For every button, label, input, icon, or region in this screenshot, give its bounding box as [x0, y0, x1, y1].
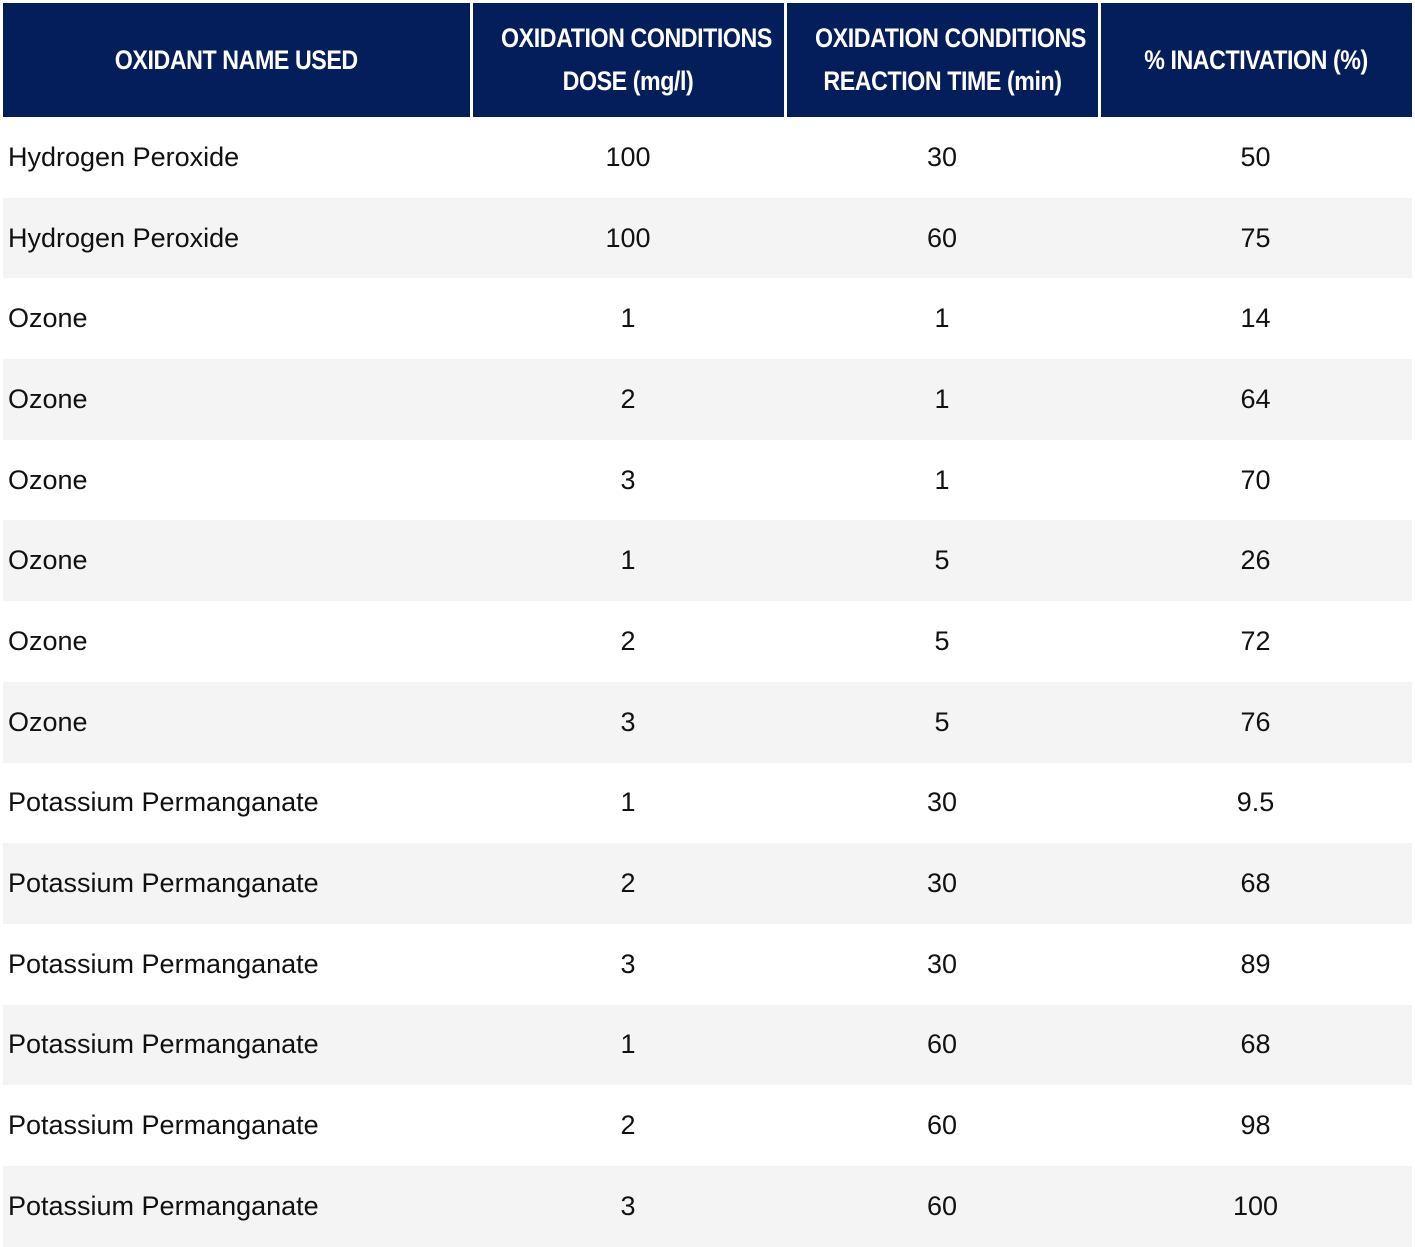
- dose-cell: 3: [471, 439, 785, 521]
- inactivation-cell: 26: [1099, 520, 1412, 602]
- dose-cell: 3: [471, 681, 785, 763]
- table-row: Ozone 2 1 64: [3, 359, 1412, 440]
- reaction-time-cell: 30: [785, 117, 1099, 198]
- table-row: Ozone 2 5 72: [3, 601, 1412, 682]
- oxidant-name-cell: Hydrogen Peroxide: [3, 117, 471, 198]
- reaction-time-cell: 30: [785, 843, 1099, 924]
- table-body: Hydrogen Peroxide 100 30 50 Hydrogen Peroxid…: [3, 117, 1412, 1247]
- oxidant-name-cell: Potassium Permanganate: [3, 1165, 471, 1247]
- table-row: Ozone 1 1 14: [3, 278, 1412, 360]
- inactivation-cell: 14: [1099, 278, 1412, 360]
- header-inactivation: % INACTIVATION (%): [1097, 3, 1412, 117]
- header-dose: OXIDATION CONDITIONS DOSE (mg/l): [469, 3, 785, 117]
- table-row: Potassium Permanganate 1 30 9.5: [3, 762, 1412, 844]
- table-row: Ozone 1 5 26: [3, 520, 1412, 602]
- oxidant-name-cell: Potassium Permanganate: [3, 843, 471, 924]
- dose-cell: 100: [471, 117, 785, 198]
- reaction-time-cell: 60: [785, 1165, 1099, 1247]
- table-row: Potassium Permanganate 2 60 98: [3, 1085, 1412, 1166]
- oxidant-name-cell: Ozone: [3, 439, 471, 521]
- inactivation-cell: 72: [1099, 601, 1412, 682]
- header-inactivation-line-1: % INACTIVATION (%): [1144, 44, 1369, 75]
- reaction-time-cell: 60: [785, 1004, 1099, 1086]
- oxidant-name-cell: Ozone: [3, 278, 471, 360]
- reaction-time-cell: 60: [785, 1085, 1099, 1166]
- dose-cell: 1: [471, 520, 785, 602]
- dose-cell: 2: [471, 601, 785, 682]
- oxidant-name-cell: Ozone: [3, 359, 471, 440]
- table-row: Potassium Permanganate 3 60 100: [3, 1165, 1412, 1247]
- reaction-time-cell: 1: [785, 278, 1099, 360]
- header-dose-line-2: DOSE (mg/l): [562, 66, 694, 96]
- table-row: Potassium Permanganate 2 30 68: [3, 843, 1412, 924]
- oxidant-name-cell: Ozone: [3, 681, 471, 763]
- inactivation-cell: 100: [1099, 1165, 1412, 1247]
- table-row: Ozone 3 5 76: [3, 681, 1412, 763]
- dose-cell: 3: [471, 1165, 785, 1247]
- header-reaction-time-line-1: OXIDATION CONDITIONS: [814, 23, 1086, 53]
- dose-cell: 100: [471, 197, 785, 279]
- oxidant-name-cell: Potassium Permanganate: [3, 1085, 471, 1166]
- dose-cell: 2: [471, 843, 785, 924]
- table-row: Hydrogen Peroxide 100 30 50: [3, 117, 1412, 198]
- table-header: OXIDANT NAME USED OXIDATION CONDITIONS D…: [3, 3, 1412, 117]
- oxidant-inactivation-table: OXIDANT NAME USED OXIDATION CONDITIONS D…: [3, 3, 1412, 1247]
- table-row: Hydrogen Peroxide 100 60 75: [3, 197, 1412, 279]
- table-row: Ozone 3 1 70: [3, 439, 1412, 521]
- inactivation-cell: 76: [1099, 681, 1412, 763]
- inactivation-cell: 98: [1099, 1085, 1412, 1166]
- header-reaction-time-line-2: REACTION TIME (min): [822, 66, 1062, 96]
- inactivation-cell: 9.5: [1099, 762, 1412, 844]
- inactivation-cell: 50: [1099, 117, 1412, 198]
- oxidant-name-cell: Ozone: [3, 601, 471, 682]
- inactivation-cell: 68: [1099, 843, 1412, 924]
- reaction-time-cell: 5: [785, 601, 1099, 682]
- inactivation-cell: 68: [1099, 1004, 1412, 1086]
- dose-cell: 2: [471, 1085, 785, 1166]
- inactivation-cell: 64: [1099, 359, 1412, 440]
- dose-cell: 3: [471, 923, 785, 1005]
- reaction-time-cell: 30: [785, 923, 1099, 1005]
- reaction-time-cell: 5: [785, 520, 1099, 602]
- reaction-time-cell: 1: [785, 359, 1099, 440]
- dose-cell: 1: [471, 762, 785, 844]
- oxidant-name-cell: Ozone: [3, 520, 471, 602]
- table-row: Potassium Permanganate 3 30 89: [3, 923, 1412, 1005]
- dose-cell: 2: [471, 359, 785, 440]
- header-dose-line-1: OXIDATION CONDITIONS: [500, 23, 772, 53]
- inactivation-cell: 89: [1099, 923, 1412, 1005]
- inactivation-cell: 70: [1099, 439, 1412, 521]
- oxidant-name-cell: Hydrogen Peroxide: [3, 197, 471, 279]
- oxidant-table-container: OXIDANT NAME USED OXIDATION CONDITIONS D…: [3, 3, 1412, 1247]
- reaction-time-cell: 30: [785, 762, 1099, 844]
- dose-cell: 1: [471, 278, 785, 360]
- oxidant-name-cell: Potassium Permanganate: [3, 923, 471, 1005]
- reaction-time-cell: 5: [785, 681, 1099, 763]
- header-row: OXIDANT NAME USED OXIDATION CONDITIONS D…: [3, 3, 1412, 117]
- header-reaction-time: OXIDATION CONDITIONS REACTION TIME (min): [783, 3, 1099, 117]
- dose-cell: 1: [471, 1004, 785, 1086]
- header-oxidant-name: OXIDANT NAME USED: [3, 3, 471, 117]
- oxidant-name-cell: Potassium Permanganate: [3, 1004, 471, 1086]
- inactivation-cell: 75: [1099, 197, 1412, 279]
- table-row: Potassium Permanganate 1 60 68: [3, 1004, 1412, 1086]
- reaction-time-cell: 1: [785, 439, 1099, 521]
- reaction-time-cell: 60: [785, 197, 1099, 279]
- oxidant-name-cell: Potassium Permanganate: [3, 762, 471, 844]
- header-oxidant-name-line-1: OXIDANT NAME USED: [114, 44, 358, 75]
